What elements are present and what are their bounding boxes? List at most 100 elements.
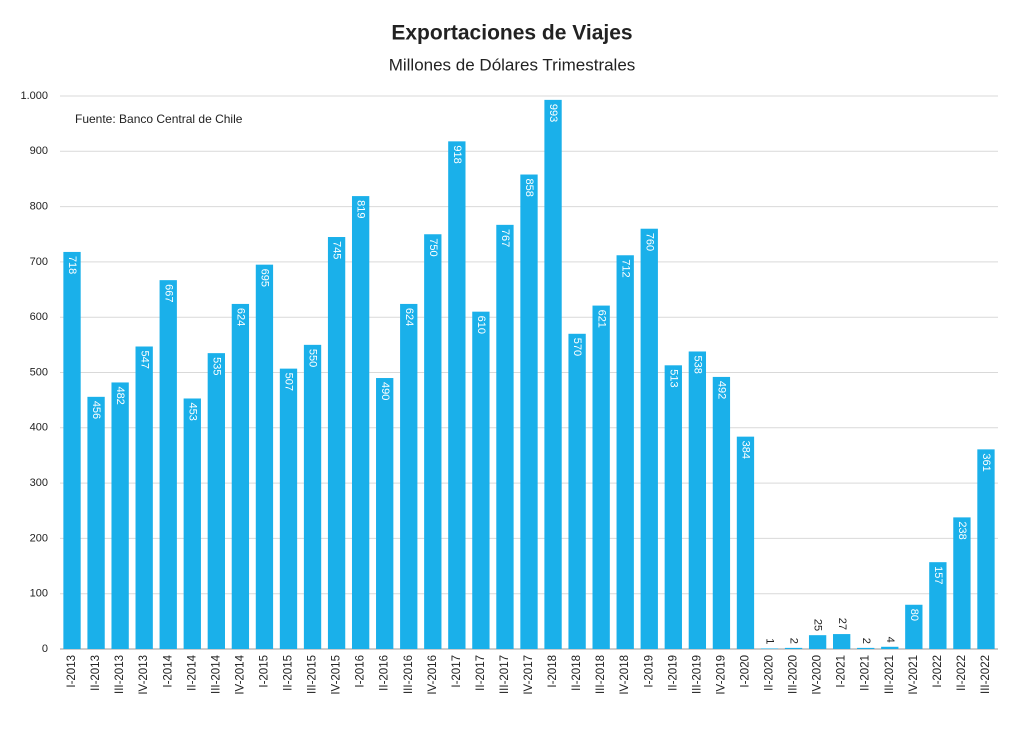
- x-tick-label: IV-2021: [908, 655, 920, 695]
- x-tick-label: III-2019: [691, 655, 703, 694]
- value-label: 993: [547, 104, 559, 122]
- bar: [760, 648, 779, 649]
- value-label: 384: [740, 441, 752, 459]
- bar: [520, 174, 538, 649]
- bar: [712, 376, 731, 649]
- x-tick-label: III-2015: [307, 655, 319, 694]
- value-label: 482: [114, 386, 126, 404]
- bar: [496, 224, 514, 649]
- x-tick-label: III-2017: [499, 655, 511, 694]
- bar: [63, 251, 81, 650]
- x-tick-label: IV-2019: [715, 655, 727, 695]
- bar: [376, 378, 394, 649]
- bar: [977, 449, 995, 649]
- x-tick-label: IV-2014: [234, 654, 246, 694]
- y-tick-label: 100: [30, 588, 48, 600]
- value-label: 535: [210, 357, 222, 375]
- x-tick-label: II-2014: [186, 654, 198, 690]
- y-tick-label: 400: [30, 422, 48, 434]
- x-tick-label: II-2021: [860, 655, 872, 691]
- value-label: 712: [619, 259, 631, 277]
- x-tick-label: III-2021: [884, 655, 896, 694]
- x-tick-label: III-2018: [595, 655, 607, 694]
- bar: [929, 562, 947, 649]
- y-tick-label: 600: [30, 311, 48, 323]
- x-tick-label: I-2020: [739, 655, 751, 688]
- bar: [568, 333, 586, 649]
- bar: [183, 398, 201, 649]
- x-tick-label: II-2015: [283, 655, 295, 691]
- y-tick-label: 0: [42, 643, 48, 655]
- value-label: 745: [331, 241, 343, 259]
- value-label: 624: [403, 308, 415, 326]
- x-tick-label: I-2014: [162, 654, 174, 687]
- value-label: 750: [427, 238, 439, 256]
- value-label: 718: [66, 256, 78, 274]
- y-tick-label: 500: [30, 366, 48, 378]
- value-label: 27: [836, 618, 848, 630]
- x-tick-label: IV-2016: [427, 655, 439, 695]
- x-tick-label: I-2017: [451, 655, 463, 688]
- bar: [592, 305, 610, 649]
- y-tick-label: 700: [30, 256, 48, 268]
- annotation: Fuente: Banco Central de Chile: [75, 112, 243, 126]
- bar: [424, 234, 442, 649]
- x-tick-label: II-2019: [667, 655, 679, 691]
- value-label: 667: [162, 284, 174, 302]
- value-label: 25: [812, 619, 824, 631]
- value-label: 2: [788, 638, 800, 644]
- value-label: 610: [475, 316, 487, 334]
- x-tick-label: II-2017: [475, 655, 487, 691]
- bar: [688, 351, 707, 649]
- value-label: 507: [283, 373, 295, 391]
- value-label: 858: [523, 179, 535, 197]
- value-label: 547: [138, 351, 150, 369]
- x-tick-label: III-2016: [403, 655, 415, 694]
- bar: [857, 647, 875, 649]
- bar: [400, 303, 418, 649]
- bar: [833, 634, 851, 649]
- bar: [544, 99, 562, 650]
- value-label: 453: [186, 402, 198, 420]
- bar: [784, 647, 803, 649]
- value-label: 538: [691, 355, 703, 373]
- value-label: 2: [860, 638, 872, 644]
- bar: [279, 368, 298, 649]
- bar: [255, 264, 274, 649]
- x-tick-label: II-2013: [90, 655, 102, 691]
- value-label: 4: [884, 637, 896, 643]
- x-tick-label: IV-2013: [138, 655, 150, 695]
- value-label: 550: [307, 349, 319, 367]
- bar: [472, 311, 490, 649]
- bar: [231, 303, 250, 649]
- bar: [87, 396, 105, 649]
- x-tick-label: II-2022: [956, 655, 968, 691]
- bar: [303, 344, 322, 649]
- value-label: 767: [499, 229, 511, 247]
- value-label: 819: [355, 200, 367, 218]
- value-label: 490: [379, 382, 391, 400]
- bar: [881, 646, 899, 649]
- bar: [327, 237, 346, 649]
- x-tick-label: I-2018: [547, 655, 559, 688]
- bar: [953, 517, 971, 649]
- bar: [351, 196, 370, 649]
- value-label: 238: [956, 521, 968, 539]
- y-tick-label: 200: [30, 532, 48, 544]
- value-label: 1: [764, 638, 776, 644]
- value-label: 80: [908, 609, 920, 621]
- x-tick-label: I-2015: [258, 655, 270, 688]
- bar: [640, 228, 658, 649]
- bar: [207, 353, 225, 649]
- x-tick-label: I-2021: [836, 655, 848, 688]
- bar: [736, 436, 755, 649]
- x-tick-label: II-2016: [379, 655, 391, 691]
- y-tick-label: 1.000: [20, 90, 48, 102]
- value-label: 456: [90, 401, 102, 419]
- bar: [159, 280, 177, 649]
- x-tick-label: I-2013: [66, 655, 78, 688]
- x-tick-label: IV-2020: [812, 655, 824, 695]
- x-tick-label: I-2022: [932, 655, 944, 688]
- x-tick-label: III-2022: [980, 655, 992, 694]
